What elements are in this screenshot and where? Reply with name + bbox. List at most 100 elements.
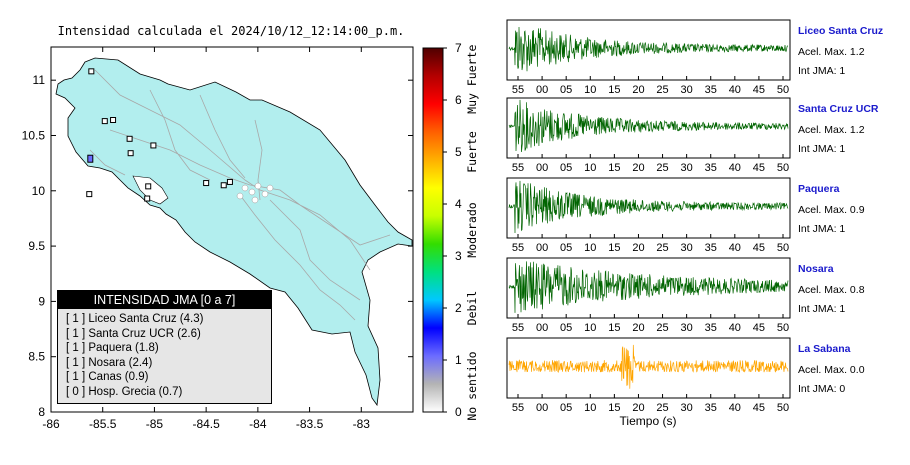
station-marker [110,117,117,123]
jma-label: Int JMA: 0 [798,383,845,395]
time-tick-label: 45 [753,84,765,96]
jma-label: Int JMA: 1 [798,223,845,235]
legend-item: [ 1 ] Canas (0.9) [66,371,149,384]
map-title: Intensidad calculada el 2024/10/12_12:14… [58,24,405,38]
station-marker [145,183,152,190]
nicoya-gulf [132,175,169,205]
time-tick-label: 35 [705,242,717,254]
time-tick-label: 35 [705,162,717,174]
map-y-ticks: 11 10.5 10 9.5 9 8.5 8 [22,73,413,419]
time-tick-label: 50 [777,402,789,414]
waveform-panels: 55 00 05 10 15 20 25 30 35 40 45 50 Liceo Santa Cruz… [506,19,883,414]
time-tick-label: 55 [512,162,524,174]
colorbar-category-label: No sentido [465,351,479,420]
time-tick-label: 15 [608,322,620,334]
time-tick-label: 55 [512,402,524,414]
legend-item: [ 1 ] Paquera (1.8) [66,342,159,355]
time-tick-label: 40 [729,242,741,254]
waveform-panel: 55 00 05 10 15 20 25 30 35 40 45 50 Paquera Acel. Max… [506,177,865,254]
station-marker [220,182,227,189]
time-tick-label: 20 [632,242,644,254]
time-tick-label: 00 [536,242,548,254]
time-tick-label: 10 [584,242,596,254]
y-tick-label: 8 [38,405,45,419]
colorbar-tick-label: 6 [455,93,462,107]
time-tick-label: 10 [584,402,596,414]
accel-max-label: Acel. Max. 0.0 [798,364,865,376]
accel-max-label: Acel. Max. 0.8 [798,284,865,296]
station-markers [86,68,233,202]
time-tick-label: 00 [536,84,548,96]
costa-rica-land [55,57,413,407]
station-name: Santa Cruz UCR [798,103,879,115]
waveform-panel: 55 00 05 10 15 20 25 30 35 40 45 50 Liceo Santa Cruz… [506,19,883,96]
colorbar-tick-label: 5 [455,145,462,159]
intensity-legend: INTENSIDAD JMA [0 a 7] [ 1 ] Liceo Santa… [57,290,272,404]
waveform-trace [508,26,789,72]
time-tick-label: 25 [656,242,668,254]
station-marker [127,150,134,157]
y-tick-label: 10.5 [22,128,46,142]
colorbar-labels: No sentido Debil Moderado Fuerte Muy Fuerte [465,45,479,421]
time-tick-label: 30 [681,242,693,254]
station-marker [226,178,233,185]
colorbar-tick-label: 0 [455,405,462,419]
station-name: Nosara [798,263,834,275]
legend-list: [ 1 ] Liceo Santa Cruz (4.3) [ 1 ] Santa… [58,309,271,400]
time-tick-label: 55 [512,84,524,96]
x-tick-label: -84 [249,417,267,431]
time-tick-label: 40 [729,84,741,96]
x-tick-label: -85.5 [89,417,117,431]
colorbar-ticks: 0 1 2 3 4 5 6 7 [443,41,462,419]
jma-label: Int JMA: 1 [798,143,845,155]
time-tick-label: 25 [656,84,668,96]
y-tick-label: 9 [38,294,45,308]
station-name: Liceo Santa Cruz [798,25,883,37]
time-tick-label: 10 [584,322,596,334]
map-x-ticks: -86 -85.5 -85 -84.5 -84 -83.5 -83 [42,47,370,431]
station-marker [88,68,95,75]
time-tick-label: 40 [729,322,741,334]
time-tick-label: 30 [681,84,693,96]
time-tick-label: 50 [777,162,789,174]
legend-title: INTENSIDAD JMA [0 a 7] [58,291,271,309]
colorbar-tick-label: 3 [455,249,462,263]
time-tick-label: 25 [656,162,668,174]
time-tick-label: 25 [656,402,668,414]
station-marker [150,142,157,149]
time-tick-label: 30 [681,402,693,414]
accel-max-label: Acel. Max. 0.9 [798,204,865,216]
time-tick-label: 35 [705,402,717,414]
time-tick-label: 35 [705,322,717,334]
time-tick-label: 45 [753,162,765,174]
waveform-trace [508,99,789,153]
time-tick-label: 15 [608,84,620,96]
time-tick-label: 45 [753,242,765,254]
y-tick-label: 8.5 [28,350,45,364]
city-cluster [236,182,274,204]
colorbar-category-label: Debil [465,291,479,326]
time-tick-label: 10 [584,84,596,96]
time-tick-label: 30 [681,162,693,174]
accel-max-label: Acel. Max. 1.2 [798,124,865,136]
waveform-xlabel: Tiempo (s) [620,414,677,428]
x-tick-label: -86 [42,417,60,431]
time-tick-label: 25 [656,322,668,334]
x-tick-label: -84.5 [192,417,220,431]
time-tick-label: 05 [560,322,572,334]
time-tick-label: 00 [536,402,548,414]
time-tick-label: 40 [729,402,741,414]
accel-max-label: Acel. Max. 1.2 [798,46,865,58]
x-tick-label: -85 [146,417,164,431]
colorbar-tick-label: 7 [455,41,462,55]
colorbar [422,47,444,413]
y-tick-label: 11 [33,73,46,87]
station-marker [101,118,108,125]
time-tick-label: 20 [632,322,644,334]
waveform-panel: 55 00 05 10 15 20 25 30 35 40 45 50 Nosara Acel. Max.… [506,257,865,334]
colorbar-tick-label: 2 [455,301,462,315]
time-tick-label: 45 [753,402,765,414]
colorbar-tick-label: 1 [455,353,462,367]
time-tick-label: 10 [584,162,596,174]
